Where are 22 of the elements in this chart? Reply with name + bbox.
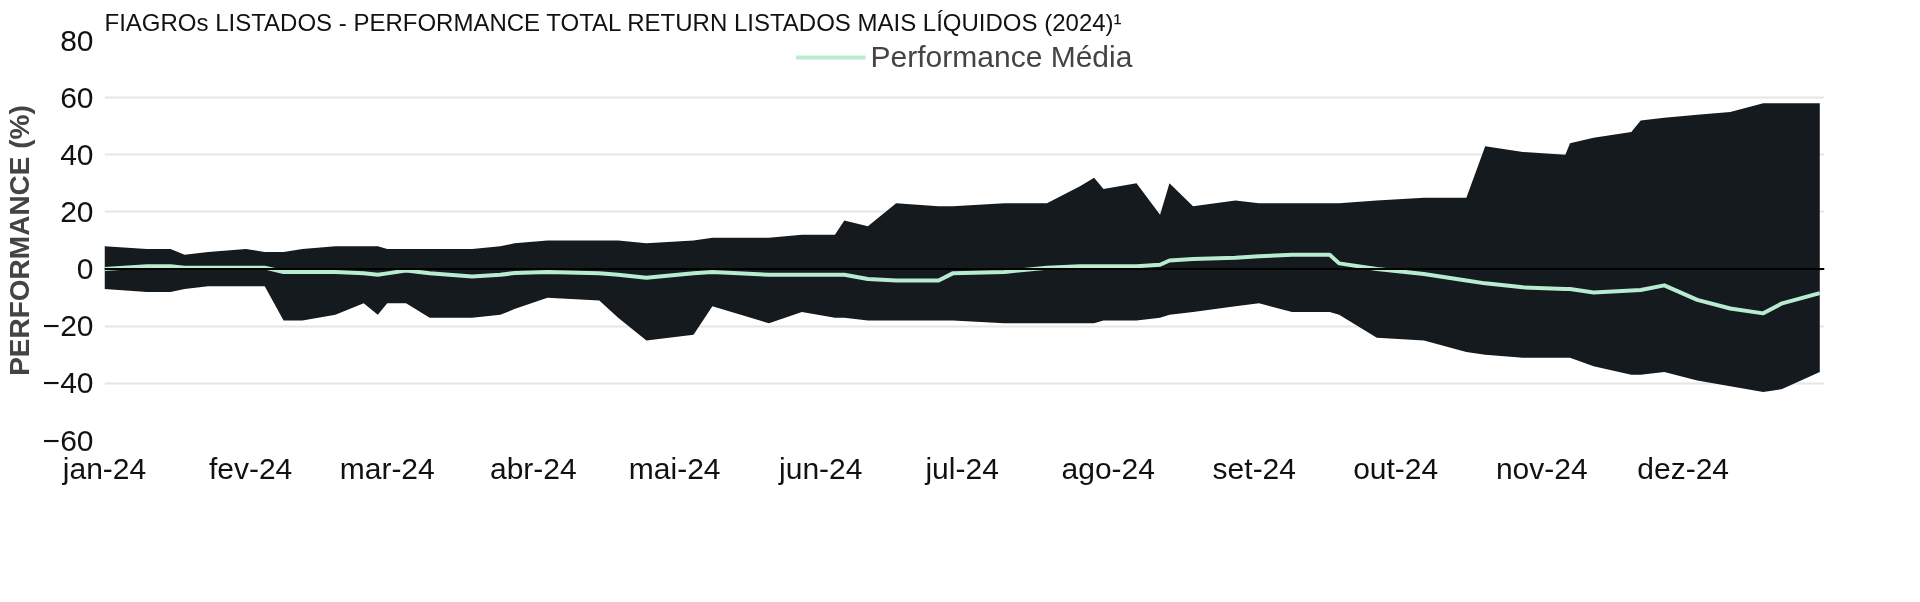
x-tick-label: jul-24 [924,451,999,485]
y-tick-label: −20 [42,309,94,343]
y-tick-label: 80 [60,23,94,57]
x-tick-label: out-24 [1353,451,1439,485]
x-tick-label: mai-24 [628,451,721,485]
x-tick-label: jun-24 [778,451,863,485]
line-series [104,252,1822,316]
x-tick-label: abr-24 [489,451,577,485]
y-tick-label: −40 [42,366,94,400]
chart-title: FIAGROs LISTADOS - PERFORMANCE TOTAL RETURN LISTADOS MAIS LÍQUIDOS (2024)¹ [104,8,1122,36]
x-tick-label: fev-24 [208,451,293,485]
y-axis-title: PERFORMANCE (%) [3,105,35,376]
x-tick-label: ago-24 [1061,451,1155,485]
legend-label: Performance Média [870,40,1133,74]
y-tick-label: 0 [76,252,94,286]
x-tick-label: set-24 [1212,451,1297,485]
y-tick-label: 40 [60,137,94,171]
x-tick-label: nov-24 [1495,451,1588,485]
y-tick-label: 60 [60,80,94,114]
x-tick-label: dez-24 [1637,451,1729,485]
y-tick-label: 20 [60,194,94,228]
x-tick-label: mar-24 [339,451,435,485]
